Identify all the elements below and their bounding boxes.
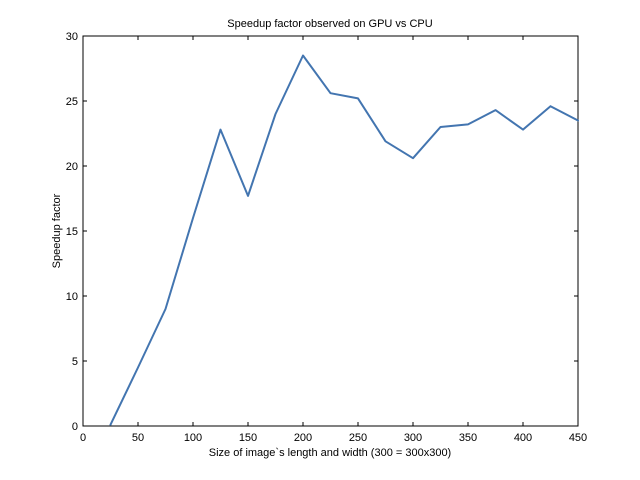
y-tick-label: 10: [66, 291, 78, 303]
data-point: [357, 97, 359, 99]
data-point: [440, 126, 442, 128]
x-tick-label: 400: [514, 432, 532, 444]
x-tick-label: 250: [349, 432, 367, 444]
data-point: [467, 123, 469, 125]
series-layer: [109, 54, 579, 426]
data-point: [275, 113, 277, 115]
y-tick-label: 20: [66, 161, 78, 173]
y-axis-title: Speedup factor: [51, 193, 63, 268]
x-axis-title: Size of image`s length and width (300 = …: [209, 447, 451, 459]
data-point: [110, 424, 112, 426]
data-point: [330, 92, 332, 94]
y-tick-label: 5: [72, 356, 78, 368]
data-point: [385, 140, 387, 142]
y-axis: 0 5 10 15 20 25 30: [66, 31, 578, 433]
plot-area-frame: [82, 35, 579, 427]
y-tick-label: 15: [66, 226, 78, 238]
y-tick-label: 0: [72, 421, 78, 433]
data-point: [302, 55, 304, 57]
x-tick-label: 150: [239, 432, 257, 444]
x-tick-label: 0: [80, 432, 86, 444]
series-line-0: [109, 54, 579, 426]
data-point: [247, 195, 249, 197]
x-axis: 0 50 100 150 200 250 300 350 400 450: [80, 36, 587, 444]
x-tick-label: 200: [294, 432, 312, 444]
y-tick-label: 30: [66, 31, 78, 43]
data-point: [577, 120, 579, 122]
data-point: [550, 105, 552, 107]
data-point: [412, 157, 414, 159]
x-tick-label: 300: [404, 432, 422, 444]
y-tick-label: 25: [66, 96, 78, 108]
x-tick-label: 50: [132, 432, 144, 444]
data-point: [220, 129, 222, 131]
data-point: [522, 129, 524, 131]
data-point: [495, 109, 497, 111]
data-point: [137, 367, 139, 369]
x-tick-label: 450: [569, 432, 587, 444]
data-point: [165, 308, 167, 310]
x-tick-label: 350: [459, 432, 477, 444]
data-point: [192, 217, 194, 219]
chart-title: Speedup factor observed on GPU vs CPU: [227, 18, 432, 30]
x-tick-label: 100: [184, 432, 202, 444]
